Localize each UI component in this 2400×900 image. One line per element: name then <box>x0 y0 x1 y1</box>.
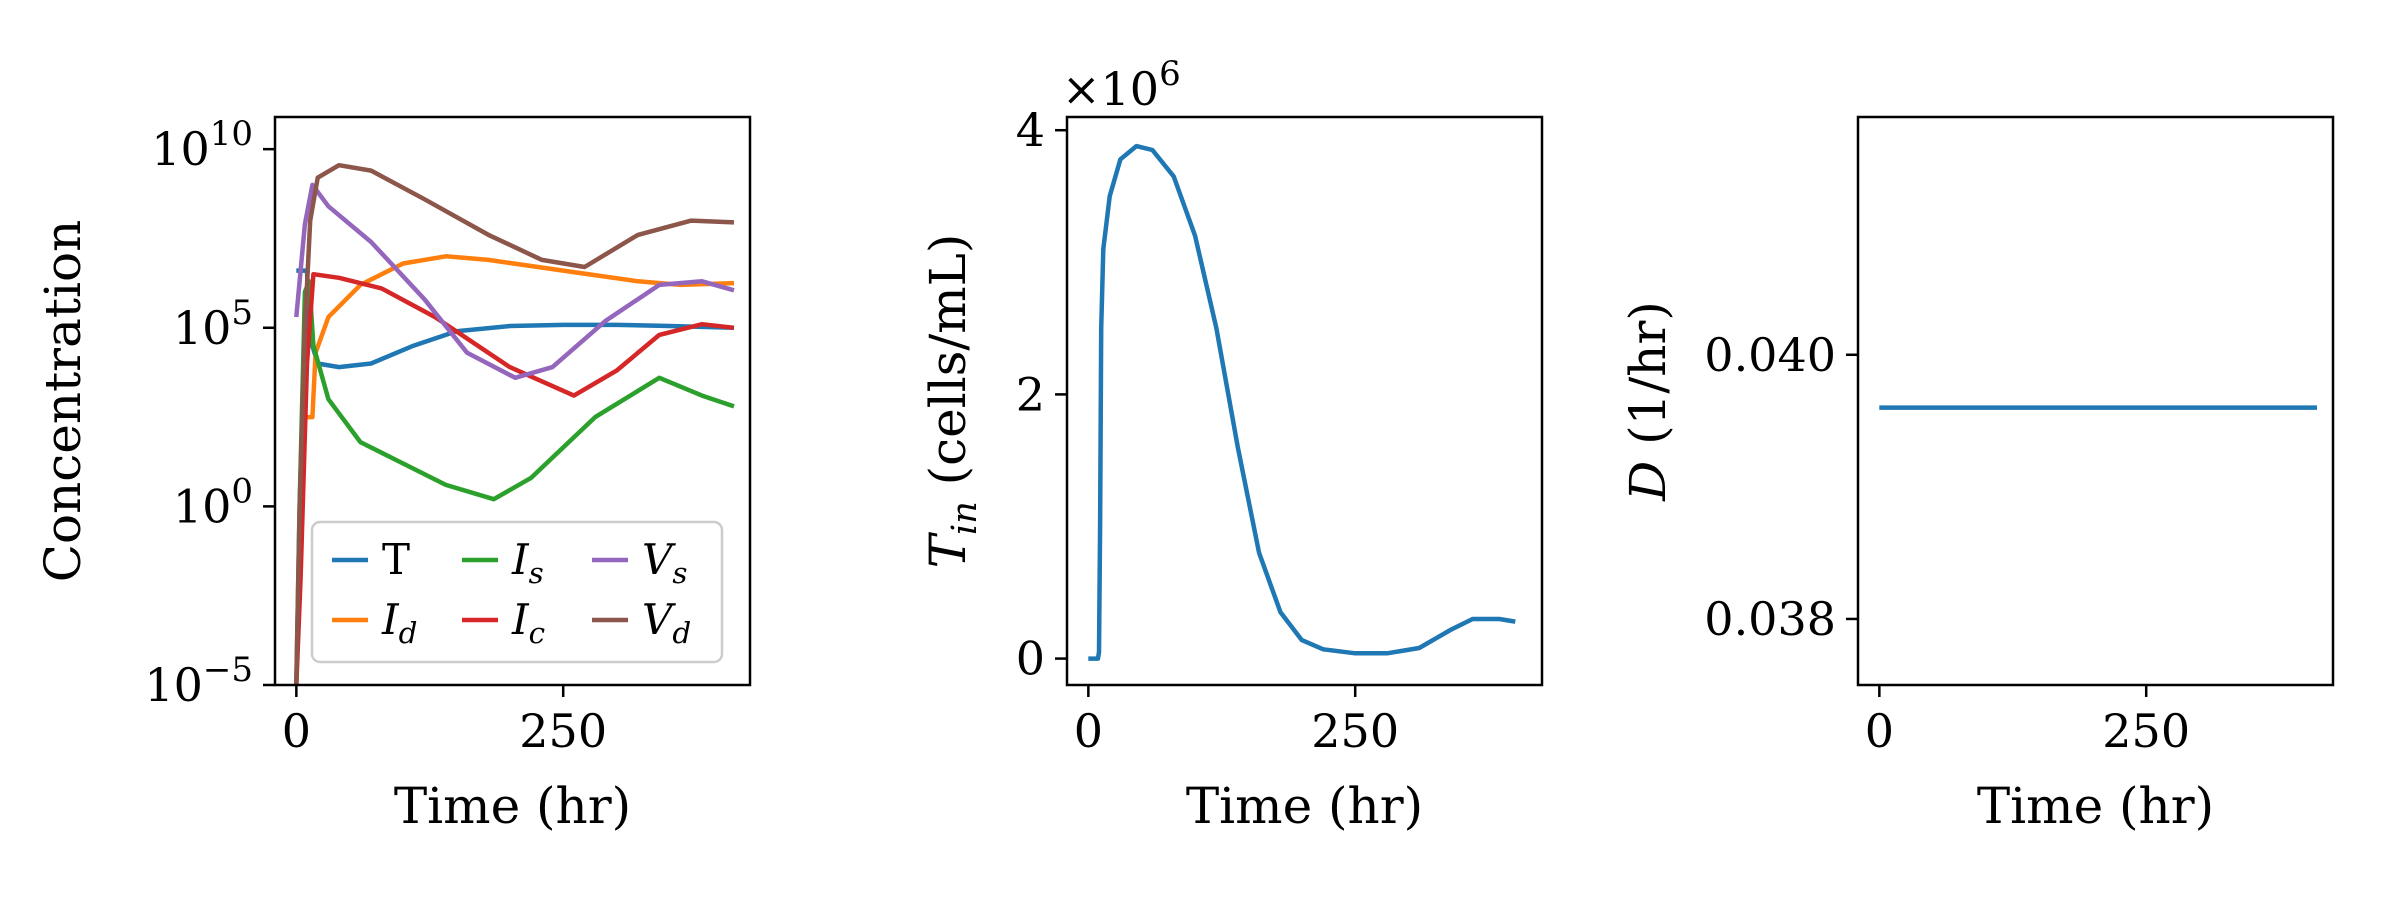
x-axis-label: Time (hr) <box>1186 777 1423 835</box>
x-axis-label: Time (hr) <box>1977 777 2214 835</box>
legend-frame <box>310 520 724 664</box>
series-line-t_in <box>1088 143 1516 661</box>
x-tick-label: 0 <box>282 704 311 758</box>
offset-label: ×106 <box>1062 54 1181 116</box>
series-line-v_d <box>294 162 735 685</box>
legend-label-i_d: Id <box>381 595 417 650</box>
x-tick-label: 250 <box>1311 704 1399 758</box>
legend-label-v_d: Vd <box>642 595 691 650</box>
axes-frame <box>1856 115 2335 687</box>
x-axis-label: Time (hr) <box>394 777 631 835</box>
chart-panel-3: 0 250 0.038 0.040 Time (hr) D (1/hr) <box>1619 115 2335 835</box>
y-tick-label: 2 <box>1016 367 1045 421</box>
y-tick-label: 100 <box>173 471 253 533</box>
y-axis-label: Concentration <box>34 220 92 583</box>
axes-frame <box>273 115 752 687</box>
y-axis-label: Tin (cells/mL) <box>919 234 985 569</box>
series-line-i_c <box>294 271 735 685</box>
y-tick-label: 4 <box>1016 103 1045 157</box>
y-tick-label: 0.040 <box>1704 328 1836 382</box>
y-tick-label: 105 <box>173 293 253 355</box>
x-tick-label: 250 <box>2102 704 2190 758</box>
axes-frame <box>1065 115 1544 687</box>
legend-label-i_s: Is <box>511 535 544 590</box>
y-tick-label: 1010 <box>151 114 253 176</box>
chart-panel-1: 0 250 1010 105 100 10−5 Time (hr) Concentration… <box>34 114 752 835</box>
x-tick-label: 250 <box>519 704 607 758</box>
chart-panel-2: 0 250 0 2 4 Time (hr) Tin (cells/mL) ×106 <box>919 54 1544 835</box>
x-tick-label: 0 <box>1074 704 1103 758</box>
series-line-v_s <box>294 182 735 381</box>
legend-label-t: T <box>382 535 410 584</box>
y-tick-label: 0.038 <box>1704 592 1836 646</box>
y-tick-label: 10−5 <box>144 650 253 712</box>
y-axis-label: D (1/hr) <box>1619 301 1677 502</box>
x-tick-label: 0 <box>1865 704 1894 758</box>
legend-label-i_c: Ic <box>511 595 545 650</box>
y-tick-label: 0 <box>1016 632 1045 686</box>
legend-label-v_s: Vs <box>642 535 687 590</box>
